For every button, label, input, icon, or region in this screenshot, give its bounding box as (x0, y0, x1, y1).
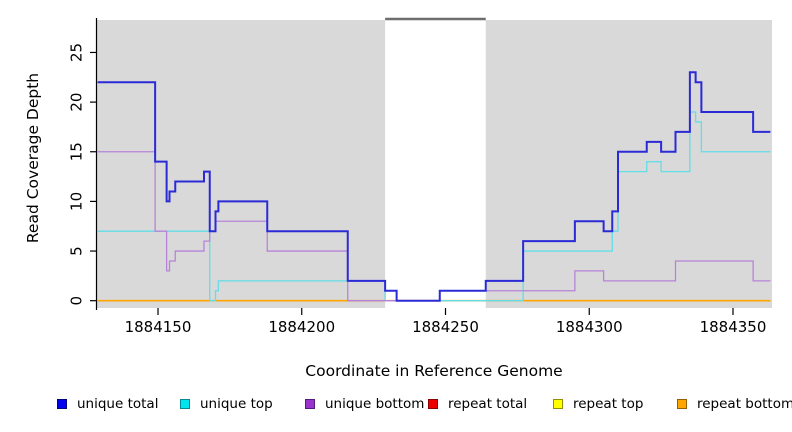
x-tick-label: 1884150 (125, 318, 192, 336)
legend-label: unique bottom (325, 396, 425, 412)
legend-swatch-repeat-total (428, 399, 438, 409)
legend-swatch-unique-bottom (305, 399, 315, 409)
legend-swatch-repeat-top (553, 399, 563, 409)
y-tick-label: 25 (68, 43, 86, 62)
legend-swatch-unique-total (57, 399, 67, 409)
x-tick-label: 1884350 (700, 318, 767, 336)
coverage-plot: 0 5 10 15 20 25 1884150 1884200 1884250 1884300 18… (68, 17, 772, 336)
legend-item-repeat-total: repeat total (428, 396, 527, 412)
legend-swatch-unique-top (180, 399, 190, 409)
x-tick-label: 1884250 (412, 318, 479, 336)
series-unique-total-line (97, 71, 771, 302)
legend-swatch-repeat-bottom (677, 399, 687, 409)
legend-item-unique-bottom: unique bottom (305, 396, 424, 412)
x-tick-label: 1884300 (556, 318, 623, 336)
x-tick-label: 1884200 (268, 318, 335, 336)
legend-item-unique-total: unique total (57, 396, 158, 412)
legend-item-repeat-bottom: repeat bottom (677, 396, 792, 412)
legend-label: unique total (77, 396, 159, 412)
legend-item-unique-top: unique top (180, 396, 273, 412)
legend-item-repeat-top: repeat top (553, 396, 643, 412)
legend-label: repeat total (448, 396, 528, 412)
y-tick-label: 5 (68, 246, 86, 256)
masked-region (385, 19, 486, 308)
series-unique-top-line (97, 111, 771, 302)
y-tick-label: 0 (68, 296, 86, 306)
y-axis-title: Read Coverage Depth (24, 72, 42, 244)
y-tick-label: 15 (68, 142, 86, 161)
legend-label: unique top (200, 396, 273, 412)
y-tick-label: 10 (68, 192, 86, 211)
legend: unique total unique top unique bottom repea… (0, 396, 792, 420)
legend-label: repeat bottom (697, 396, 792, 412)
x-axis-title: Coordinate in Reference Genome (305, 362, 563, 380)
series-unique-bottom-line (97, 151, 771, 302)
y-tick-label: 20 (68, 93, 86, 112)
legend-label: repeat top (573, 396, 644, 412)
